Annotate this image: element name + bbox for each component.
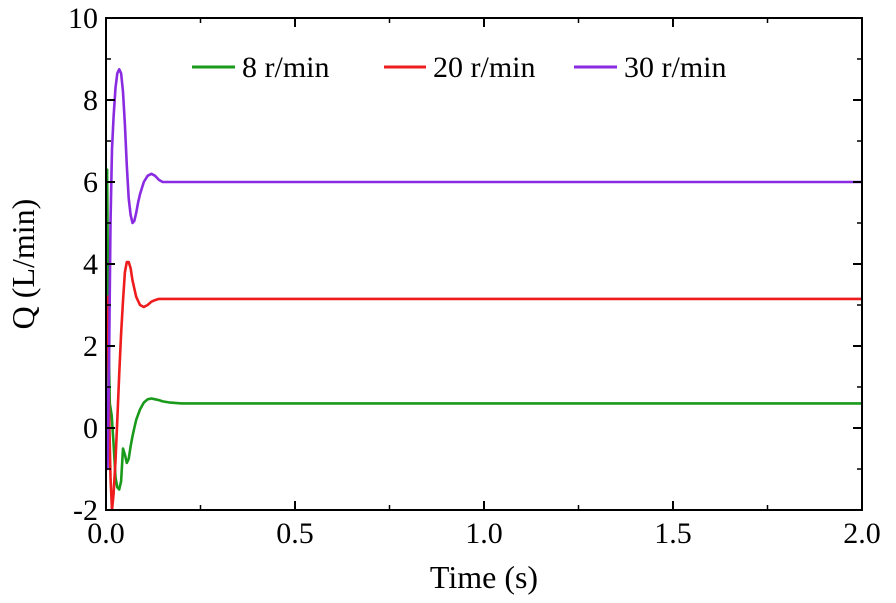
series-line-0 bbox=[106, 168, 862, 491]
y-tick-label: 6 bbox=[83, 166, 98, 199]
tick-layer: 0.0 0.5 1.0 1.5 2.0 -2 0 2 4 6 8 10 bbox=[68, 2, 881, 550]
x-tick-label: 0.5 bbox=[276, 517, 314, 550]
x-tick-label: 2.0 bbox=[843, 517, 881, 550]
y-tick-label: 2 bbox=[83, 330, 98, 363]
y-tick-label: 8 bbox=[83, 84, 98, 117]
plot-frame bbox=[105, 17, 863, 511]
legend-label-8rpm: 8 r/min bbox=[242, 51, 330, 84]
series-layer bbox=[106, 68, 862, 510]
y-tick-label: -2 bbox=[73, 494, 98, 527]
series-line-1 bbox=[106, 260, 862, 510]
y-tick-label: 10 bbox=[68, 2, 98, 35]
y-tick-label: 4 bbox=[83, 248, 98, 281]
y-axis-label: Q (L/min) bbox=[5, 199, 41, 330]
series-line-2 bbox=[106, 68, 862, 471]
legend: 8 r/min 20 r/min 30 r/min bbox=[192, 51, 727, 84]
x-tick-label: 0.0 bbox=[87, 517, 125, 550]
x-tick-label: 1.0 bbox=[465, 517, 503, 550]
legend-label-30rpm: 30 r/min bbox=[624, 51, 727, 84]
legend-label-20rpm: 20 r/min bbox=[433, 51, 536, 84]
x-tick-label: 1.5 bbox=[654, 517, 692, 550]
y-tick-label: 0 bbox=[83, 412, 98, 445]
x-axis-label: Time (s) bbox=[430, 559, 538, 595]
